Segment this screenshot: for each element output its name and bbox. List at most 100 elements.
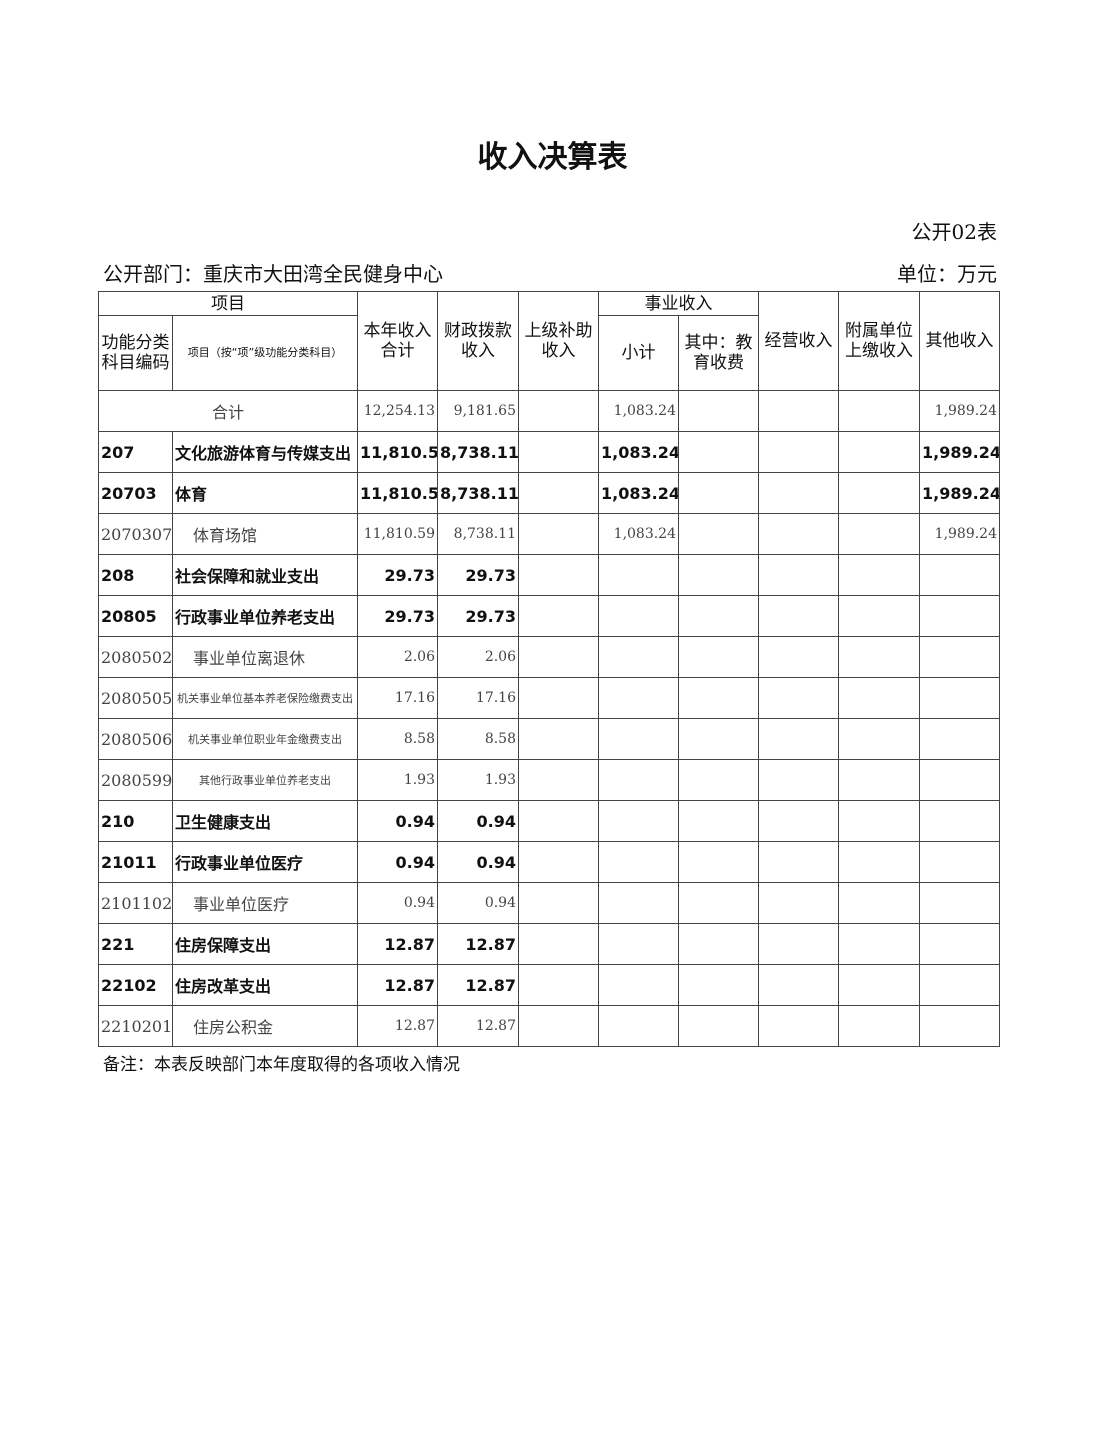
row-value	[678, 923, 759, 965]
row-value	[758, 472, 839, 514]
row-name: 体育	[172, 472, 358, 514]
form-number: 公开02表	[911, 220, 997, 244]
table-row: 2080506 机关事业单位职业年金缴费支出 8.58 8.58	[98, 718, 1000, 760]
row-code: 210	[98, 800, 173, 842]
row-value: 0.94	[357, 882, 438, 924]
row-code: 21011	[98, 841, 173, 883]
row-value: 29.73	[437, 554, 519, 596]
row-value	[678, 800, 759, 842]
row-code: 2080599	[98, 759, 173, 801]
row-name: 住房公积金	[172, 1005, 358, 1047]
row-value: 11,810.59	[357, 472, 438, 514]
row-code: 2080506	[98, 718, 173, 760]
table-row: 22102 住房改革支出 12.87 12.87	[98, 964, 1000, 1006]
row-value	[518, 431, 599, 473]
row-value	[838, 595, 920, 637]
row-value: 11,810.59	[357, 431, 438, 473]
row-value	[758, 431, 839, 473]
footnote: 备注：本表反映部门本年度取得的各项收入情况	[103, 1055, 460, 1075]
row-name: 体育场馆	[172, 513, 358, 555]
row-code: 20805	[98, 595, 173, 637]
row-value	[838, 554, 920, 596]
row-value	[518, 964, 599, 1006]
row-value: 1,083.24	[598, 390, 679, 432]
row-value	[518, 554, 599, 596]
row-value	[919, 554, 1000, 596]
row-value: 12.87	[437, 923, 519, 965]
row-value: 0.94	[357, 800, 438, 842]
row-name: 卫生健康支出	[172, 800, 358, 842]
row-value	[598, 677, 679, 719]
row-value: 29.73	[357, 554, 438, 596]
row-value	[678, 390, 759, 432]
row-value: 12.87	[357, 1005, 438, 1047]
row-value: 11,810.59	[357, 513, 438, 555]
row-value: 2.06	[437, 636, 519, 678]
row-value	[518, 677, 599, 719]
row-value	[758, 718, 839, 760]
row-value	[518, 390, 599, 432]
row-value	[919, 1005, 1000, 1047]
row-value: 8,738.11	[437, 431, 519, 473]
header-item: 项目	[98, 291, 358, 316]
row-value: 12.87	[437, 964, 519, 1006]
row-value	[678, 882, 759, 924]
row-value	[838, 964, 920, 1006]
header-subtotal: 小计	[598, 315, 679, 391]
row-value: 0.94	[437, 882, 519, 924]
row-value	[598, 759, 679, 801]
row-value	[838, 636, 920, 678]
row-value	[758, 554, 839, 596]
row-value: 0.94	[437, 800, 519, 842]
row-value	[758, 1005, 839, 1047]
row-value: 17.16	[437, 677, 519, 719]
row-value: 9,181.65	[437, 390, 519, 432]
row-name: 住房改革支出	[172, 964, 358, 1006]
row-value: 1,989.24	[919, 472, 1000, 514]
row-name: 事业单位医疗	[172, 882, 358, 924]
header-business: 经营收入	[758, 291, 839, 391]
page-title: 收入决算表	[477, 140, 628, 175]
row-name: 机关事业单位基本养老保险缴费支出	[172, 677, 358, 719]
row-value	[758, 923, 839, 965]
row-value	[518, 882, 599, 924]
row-name: 文化旅游体育与传媒支出	[172, 431, 358, 473]
row-value	[598, 718, 679, 760]
table-row: 2080505 机关事业单位基本养老保险缴费支出 17.16 17.16	[98, 677, 1000, 719]
row-value	[758, 800, 839, 842]
row-value	[919, 841, 1000, 883]
row-value: 12.87	[437, 1005, 519, 1047]
row-value	[678, 718, 759, 760]
row-value	[678, 759, 759, 801]
row-value	[919, 964, 1000, 1006]
row-value	[919, 595, 1000, 637]
row-value	[758, 595, 839, 637]
row-value: 1,083.24	[598, 472, 679, 514]
row-code: 20703	[98, 472, 173, 514]
row-name: 机关事业单位职业年金缴费支出	[172, 718, 358, 760]
row-value	[838, 759, 920, 801]
row-name: 住房保障支出	[172, 923, 358, 965]
row-value: 2.06	[357, 636, 438, 678]
row-value	[678, 431, 759, 473]
row-value: 1,989.24	[919, 390, 1000, 432]
row-value	[598, 882, 679, 924]
row-code: 2210201	[98, 1005, 173, 1047]
row-value	[758, 513, 839, 555]
row-value	[598, 964, 679, 1006]
row-value	[919, 677, 1000, 719]
row-value	[678, 964, 759, 1006]
row-value	[758, 882, 839, 924]
row-value: 12.87	[357, 964, 438, 1006]
row-value	[518, 1005, 599, 1047]
row-value	[518, 472, 599, 514]
header-affiliate: 附属单位上缴收入	[838, 291, 920, 391]
row-value: 0.94	[437, 841, 519, 883]
row-value: 8,738.11	[437, 513, 519, 555]
row-name: 行政事业单位医疗	[172, 841, 358, 883]
row-code: 221	[98, 923, 173, 965]
row-value	[838, 800, 920, 842]
row-value	[518, 841, 599, 883]
